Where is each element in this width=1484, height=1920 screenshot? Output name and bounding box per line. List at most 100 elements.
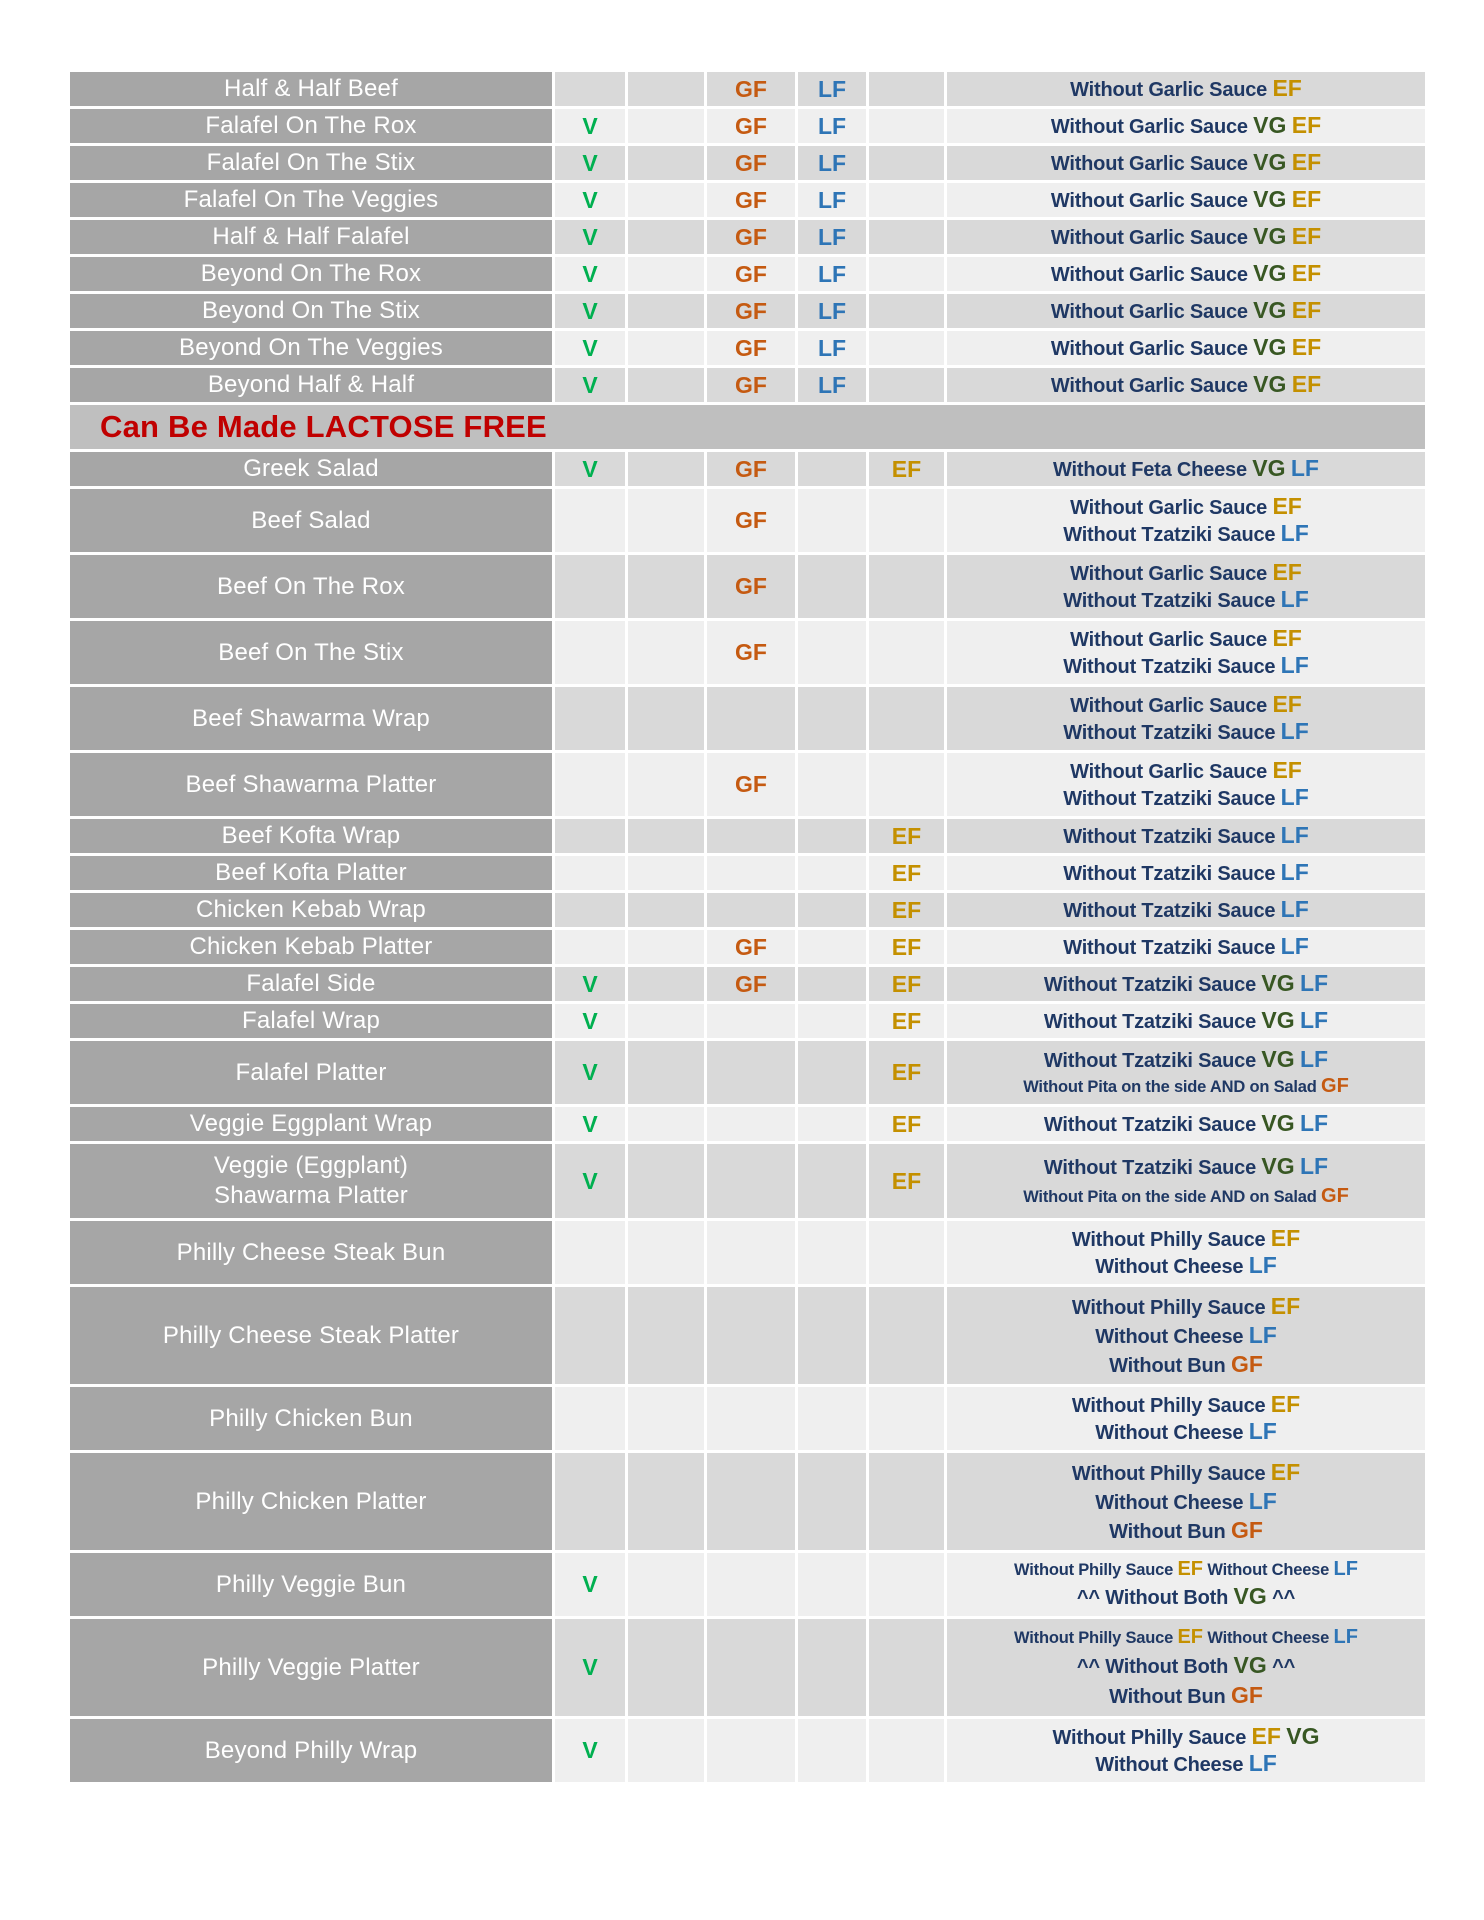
c2-cell <box>628 1553 704 1616</box>
gf-cell diet-code: GF <box>707 753 795 816</box>
c2-cell <box>628 72 704 106</box>
note-line: Without Bun GF <box>1109 1350 1263 1378</box>
lf-cell <box>798 1387 866 1450</box>
note-text: Without Garlic Sauce <box>1050 264 1254 287</box>
menu-table: Half & Half Beef GF LF Without Garlic Sauce… <box>70 72 1425 1782</box>
item-name-cell: Beyond On The Stix <box>70 294 552 328</box>
gf-cell diet-code: GF <box>707 368 795 402</box>
notes-cell: Without Philly Sauce EF VG Without Cheese… <box>947 1719 1425 1782</box>
lf-cell diet-code: LF <box>798 257 866 291</box>
note-text: Without Garlic Sauce <box>1070 79 1273 102</box>
item-name-cell: Beef On The Stix <box>70 621 552 684</box>
ef-cell <box>869 220 944 254</box>
v-cell <box>555 819 625 853</box>
lf-cell <box>798 1287 866 1384</box>
v-cell diet-code: V <box>555 1041 625 1104</box>
lf-cell <box>798 1453 866 1550</box>
item-name-cell: Beyond On The Rox <box>70 257 552 291</box>
notes-cell: Without Garlic Sauce VG EF <box>947 294 1425 328</box>
item-name-cell: Greek Salad <box>70 452 552 486</box>
v-cell <box>555 856 625 890</box>
note-line: Without Philly Sauce EF <box>1071 1293 1300 1320</box>
lf-cell <box>798 967 866 1001</box>
note-text: Without Pita on the side AND on Salad <box>1023 1188 1322 1207</box>
gf-cell diet-code: GF <box>707 331 795 365</box>
diet-code: VG <box>1253 112 1287 139</box>
note-text: Without Cheese <box>1095 1491 1249 1514</box>
note-line: Without Garlic Sauce EF <box>1070 560 1302 586</box>
note-line: Without Tzatziki Sauce LF <box>1063 823 1309 849</box>
note-line: Without Garlic Sauce VG EF <box>1051 187 1321 213</box>
lf-cell <box>798 555 866 618</box>
item-name-cell: Philly Cheese Steak Platter <box>70 1287 552 1384</box>
item-name-cell: Beef Shawarma Wrap <box>70 687 552 750</box>
gf-cell diet-code: GF <box>707 452 795 486</box>
gf-cell diet-code: GF <box>707 220 795 254</box>
note-line: Without Philly Sauce EF VG <box>1053 1724 1320 1750</box>
note-text: Without Garlic Sauce <box>1050 375 1254 398</box>
ef-cell diet-code: EF <box>869 1144 944 1218</box>
diet-code: VG <box>1253 260 1287 287</box>
ef-cell <box>869 489 944 552</box>
lf-cell <box>798 452 866 486</box>
diet-code: LF <box>1333 1558 1358 1581</box>
notes-cell: Without Philly Sauce EF Without Cheese LF… <box>947 1453 1425 1550</box>
diet-code: EF <box>1270 1224 1301 1251</box>
note-line: Without Tzatziki Sauce LF <box>1063 653 1309 679</box>
notes-cell: Without Philly Sauce EF Without Cheese LF <box>947 1221 1425 1284</box>
diet-code: VG <box>1253 223 1287 250</box>
diet-code: LF <box>1280 718 1309 745</box>
diet-code: VG <box>1253 149 1287 176</box>
v-cell diet-code: V <box>555 1107 625 1141</box>
note-text: Without Bun <box>1109 1520 1231 1543</box>
item-name-cell: Falafel Wrap <box>70 1004 552 1038</box>
diet-code: EF <box>1291 371 1322 398</box>
v-cell diet-code: V <box>555 967 625 1001</box>
diet-code: LF <box>1299 1152 1329 1179</box>
diet-code: GF <box>1230 1350 1263 1377</box>
ef-cell <box>869 331 944 365</box>
notes-cell: Without Garlic Sauce EF <box>947 72 1425 106</box>
lf-cell <box>798 753 866 816</box>
gf-cell diet-code: GF <box>707 967 795 1001</box>
lf-cell <box>798 489 866 552</box>
note-line: Without Tzatziki Sauce LF <box>1063 719 1309 745</box>
lf-cell diet-code: LF <box>798 220 866 254</box>
diet-code: EF <box>1272 558 1302 585</box>
c2-cell <box>628 753 704 816</box>
note-line: Without Feta Cheese VG LF <box>1053 456 1319 482</box>
note-line: Without Garlic Sauce VG EF <box>1051 150 1321 176</box>
lf-cell diet-code: LF <box>798 368 866 402</box>
v-cell <box>555 687 625 750</box>
item-name-cell: Beyond Philly Wrap <box>70 1719 552 1782</box>
note-line: Without Tzatziki Sauce VG LF <box>1044 1154 1328 1180</box>
diet-code: EF <box>1272 624 1302 651</box>
diet-code: LF <box>1333 1625 1358 1648</box>
item-name-cell: Half & Half Beef <box>70 72 552 106</box>
gf-cell <box>707 1004 795 1038</box>
note-text: Without Philly Sauce <box>1071 1296 1271 1319</box>
c2-cell <box>628 1453 704 1550</box>
diet-code: LF <box>1280 933 1309 960</box>
lf-cell <box>798 819 866 853</box>
note-line: Without Garlic Sauce EF <box>1070 626 1302 652</box>
gf-cell <box>707 687 795 750</box>
lf-cell diet-code: LF <box>798 146 866 180</box>
note-text: Without Bun <box>1109 1354 1231 1377</box>
item-name-cell: Chicken Kebab Wrap <box>70 893 552 927</box>
ef-cell diet-code: EF <box>869 1041 944 1104</box>
note-text: Without Tzatziki Sauce <box>1063 826 1281 849</box>
item-name-cell: Beef Kofta Platter <box>70 856 552 890</box>
diet-code: EF <box>1177 1625 1204 1648</box>
gf-cell <box>707 1453 795 1550</box>
c2-cell <box>628 930 704 964</box>
ef-cell <box>869 1453 944 1550</box>
diet-code: LF <box>1248 1252 1277 1279</box>
ef-cell <box>869 555 944 618</box>
diet-code: VG <box>1253 371 1287 398</box>
v-cell <box>555 555 625 618</box>
item-name-cell: Philly Veggie Platter <box>70 1619 552 1716</box>
note-line: Without Tzatziki Sauce LF <box>1063 521 1309 547</box>
c2-cell <box>628 220 704 254</box>
v-cell <box>555 1287 625 1384</box>
